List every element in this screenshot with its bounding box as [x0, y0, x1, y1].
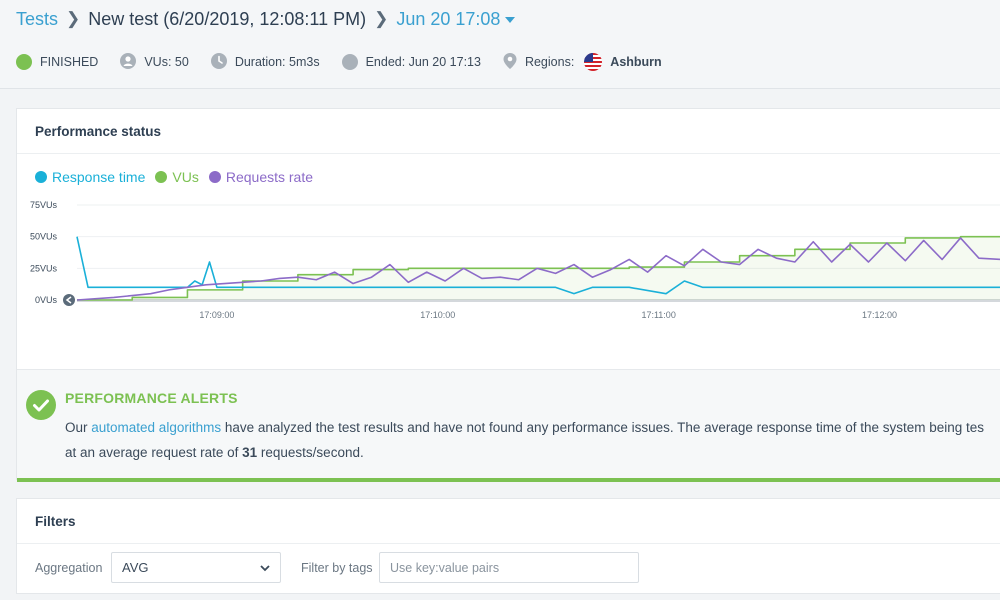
alerts-text-part: have analyzed the test results and have …: [221, 420, 985, 435]
x-tick-label: 17:11:00: [641, 310, 675, 320]
y-tick-label: 50VUs: [30, 232, 58, 242]
caret-down-icon: [505, 17, 516, 23]
requests-rate-dot-icon: [208, 171, 221, 183]
chevron-down-icon: [260, 565, 270, 572]
aggregation-select[interactable]: AVG: [111, 552, 281, 583]
series-line-vus[interactable]: [77, 235, 1000, 301]
y-tick-label: 0VUs: [35, 295, 58, 305]
filter-by-tags-label: Filter by tags: [301, 561, 373, 575]
breadcrumb-test-name[interactable]: New test (6/20/2019, 12:08:11 PM): [88, 8, 367, 29]
legend-requests-rate[interactable]: Requests rate: [208, 169, 314, 185]
y-tick-label: 25VUs: [30, 263, 58, 273]
check-circle-icon: [26, 390, 56, 420]
ended-status-icon: [341, 54, 358, 70]
page-header: Tests ❯ New test (6/20/2019, 12:08:11 PM…: [0, 0, 1000, 89]
performance-chart[interactable]: 75VUs 50VUs 25VUs 0VUs 17:09:00 17:10:00 17:1…: [17, 197, 1000, 327]
x-tick-label: 17:10:00: [420, 310, 455, 320]
chevron-right-icon: ❯: [66, 9, 81, 28]
status-ended-text: Ended: Jun 20 17:13: [365, 55, 481, 69]
chart-x-axis: 17:09:00 17:10:00 17:11:00 17:12:00: [77, 299, 1000, 320]
chart-zoom-handle-icon[interactable]: [63, 294, 75, 306]
run-selector-label: Jun 20 17:08: [396, 8, 501, 29]
alerts-text-part: requests/second.: [257, 445, 364, 460]
status-duration: Duration: 5m3s: [210, 52, 320, 72]
x-tick-label: 17:09:00: [199, 310, 234, 320]
series-line-response-time[interactable]: [76, 236, 1000, 295]
filters-title: Filters: [17, 499, 1000, 544]
chevron-right-icon: ❯: [374, 9, 389, 28]
status-duration-text: Duration: 5m3s: [234, 55, 320, 69]
run-selector-dropdown[interactable]: Jun 20 17:08: [396, 8, 516, 30]
vus-dot-icon: [155, 171, 168, 183]
status-regions-label: Regions:: [524, 55, 575, 69]
filter-by-tags-input[interactable]: [379, 552, 639, 583]
breadcrumb: Tests ❯ New test (6/20/2019, 12:08:11 PM…: [16, 7, 516, 31]
alerts-text-part: at an average request rate of: [65, 445, 243, 460]
finished-status-icon: [16, 54, 32, 70]
user-icon: [120, 52, 137, 72]
performance-alerts-panel: PERFORMANCE ALERTS Our automated algorit…: [17, 369, 1000, 482]
alerts-rate-value: 31: [242, 445, 258, 460]
legend-vus[interactable]: VUs: [155, 169, 199, 185]
clock-icon: [210, 52, 227, 72]
test-status-row: FINISHED VUs: 50 Duration: 5m3s Ended: J…: [16, 52, 684, 72]
y-tick-label: 75VUs: [30, 200, 58, 210]
alerts-title: PERFORMANCE ALERTS: [65, 390, 238, 406]
chart-legend: Response time VUs Requests rate: [35, 169, 323, 185]
status-region-name: Ashburn: [610, 55, 662, 69]
status-vus-text: VUs: 50: [144, 55, 189, 69]
legend-response-time-label: Response time: [52, 169, 146, 185]
aggregation-label: Aggregation: [35, 561, 103, 575]
automated-algorithms-link[interactable]: automated algorithms: [91, 420, 222, 435]
chart-baseline: [77, 299, 1000, 302]
alerts-text-part: Our: [65, 420, 92, 435]
location-pin-icon: [503, 52, 517, 72]
performance-status-card: Performance status Response time VUs Req…: [16, 108, 1000, 482]
legend-requests-rate-label: Requests rate: [225, 169, 314, 185]
status-state-text: FINISHED: [40, 55, 99, 69]
x-tick-label: 17:12:00: [862, 310, 897, 320]
legend-vus-label: VUs: [172, 169, 199, 185]
status-regions: Regions: Ashburn: [503, 52, 662, 72]
legend-response-time[interactable]: Response time: [35, 169, 145, 185]
series-line-requests-rate[interactable]: [76, 237, 1000, 301]
status-finished: FINISHED: [16, 54, 98, 70]
chart-y-axis: 75VUs 50VUs 25VUs 0VUs: [30, 200, 58, 305]
filters-card: Filters Aggregation AVG Filter by tags: [16, 498, 1000, 594]
status-ended: Ended: Jun 20 17:13: [341, 54, 481, 70]
chart-series: [76, 235, 1000, 301]
alerts-message: Our automated algorithms have analyzed t…: [65, 415, 1000, 465]
us-flag-icon: [584, 53, 603, 71]
aggregation-value: AVG: [122, 560, 149, 575]
performance-status-title: Performance status: [17, 109, 1000, 154]
breadcrumb-tests-link[interactable]: Tests: [16, 8, 59, 29]
status-vus: VUs: 50: [120, 52, 189, 72]
response-time-dot-icon: [35, 171, 47, 183]
